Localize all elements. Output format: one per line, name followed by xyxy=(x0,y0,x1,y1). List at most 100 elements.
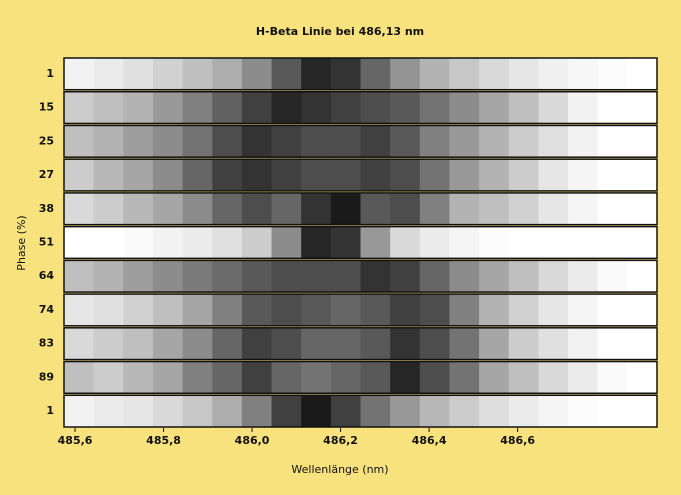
cell xyxy=(538,395,569,427)
cell xyxy=(241,294,273,326)
cell xyxy=(449,91,480,124)
y-tick-label: 1 xyxy=(46,67,54,80)
x-tick-label: 486,0 xyxy=(235,434,270,447)
x-tick-label: 486,6 xyxy=(500,434,535,447)
row-frame xyxy=(63,259,658,293)
cell xyxy=(568,192,599,225)
cell xyxy=(152,192,184,225)
cell xyxy=(241,361,273,394)
cell xyxy=(152,260,184,293)
cell xyxy=(597,125,628,158)
cell xyxy=(360,361,391,394)
cell xyxy=(301,260,332,293)
cell xyxy=(479,159,510,191)
cell xyxy=(182,159,213,191)
cell xyxy=(64,125,95,158)
cell xyxy=(182,226,213,259)
cell xyxy=(597,395,628,427)
cell xyxy=(627,395,658,427)
cell xyxy=(390,260,421,293)
cell xyxy=(360,260,391,293)
cell xyxy=(212,260,243,293)
cell xyxy=(568,327,599,360)
cell xyxy=(627,159,658,191)
cell xyxy=(390,125,421,158)
cell xyxy=(568,361,599,394)
cell xyxy=(271,125,302,158)
cell xyxy=(64,58,95,90)
cell xyxy=(212,294,243,326)
cell xyxy=(123,226,154,259)
cell xyxy=(597,327,628,360)
cell xyxy=(123,395,154,427)
cell xyxy=(271,260,302,293)
cell xyxy=(330,260,361,293)
cell xyxy=(152,226,184,259)
cell xyxy=(123,260,154,293)
cell xyxy=(449,159,480,191)
cell xyxy=(271,395,302,427)
cell xyxy=(241,58,273,90)
cell xyxy=(241,260,273,293)
cell xyxy=(419,260,450,293)
cell xyxy=(390,226,421,259)
cell xyxy=(627,91,658,124)
cell xyxy=(271,192,302,225)
cell xyxy=(241,159,273,191)
cell xyxy=(360,226,391,259)
cell xyxy=(182,260,213,293)
cell xyxy=(627,260,658,293)
cell xyxy=(212,192,243,225)
cell xyxy=(627,125,658,158)
cell xyxy=(152,91,184,124)
cell xyxy=(538,226,569,259)
cell xyxy=(152,159,184,191)
cell xyxy=(330,395,361,427)
cell xyxy=(538,125,569,158)
y-tick-label: 51 xyxy=(39,236,54,249)
cell xyxy=(271,361,302,394)
cell xyxy=(330,327,361,360)
cell xyxy=(538,294,569,326)
cell xyxy=(449,125,480,158)
cell xyxy=(64,226,95,259)
cell xyxy=(538,361,569,394)
cell xyxy=(390,294,421,326)
cell xyxy=(93,192,124,225)
cell xyxy=(568,159,599,191)
cell xyxy=(508,91,539,124)
cell xyxy=(627,327,658,360)
cell xyxy=(508,260,539,293)
cell xyxy=(419,294,450,326)
cell xyxy=(123,327,154,360)
x-tick-label: 486,2 xyxy=(323,434,358,447)
cell xyxy=(182,327,213,360)
cell xyxy=(182,58,213,90)
cell xyxy=(64,192,95,225)
cell xyxy=(508,125,539,158)
cell xyxy=(508,361,539,394)
cell xyxy=(419,192,450,225)
cell xyxy=(568,226,599,259)
x-axis-label: Wellenlänge (nm) xyxy=(291,463,388,476)
row-frame xyxy=(63,57,658,91)
cell xyxy=(93,125,124,158)
row-frame xyxy=(63,90,658,125)
cell xyxy=(212,91,243,124)
cell xyxy=(360,192,391,225)
cell xyxy=(64,327,95,360)
cell xyxy=(419,395,450,427)
cell xyxy=(419,159,450,191)
cell xyxy=(93,226,124,259)
cell xyxy=(301,58,332,90)
cell xyxy=(449,260,480,293)
y-tick-label: 83 xyxy=(39,337,54,350)
cell xyxy=(93,294,124,326)
cell xyxy=(241,91,273,124)
cell xyxy=(479,58,510,90)
cell xyxy=(360,125,391,158)
cell xyxy=(241,395,273,427)
cell xyxy=(568,260,599,293)
cell xyxy=(627,294,658,326)
cell xyxy=(212,159,243,191)
